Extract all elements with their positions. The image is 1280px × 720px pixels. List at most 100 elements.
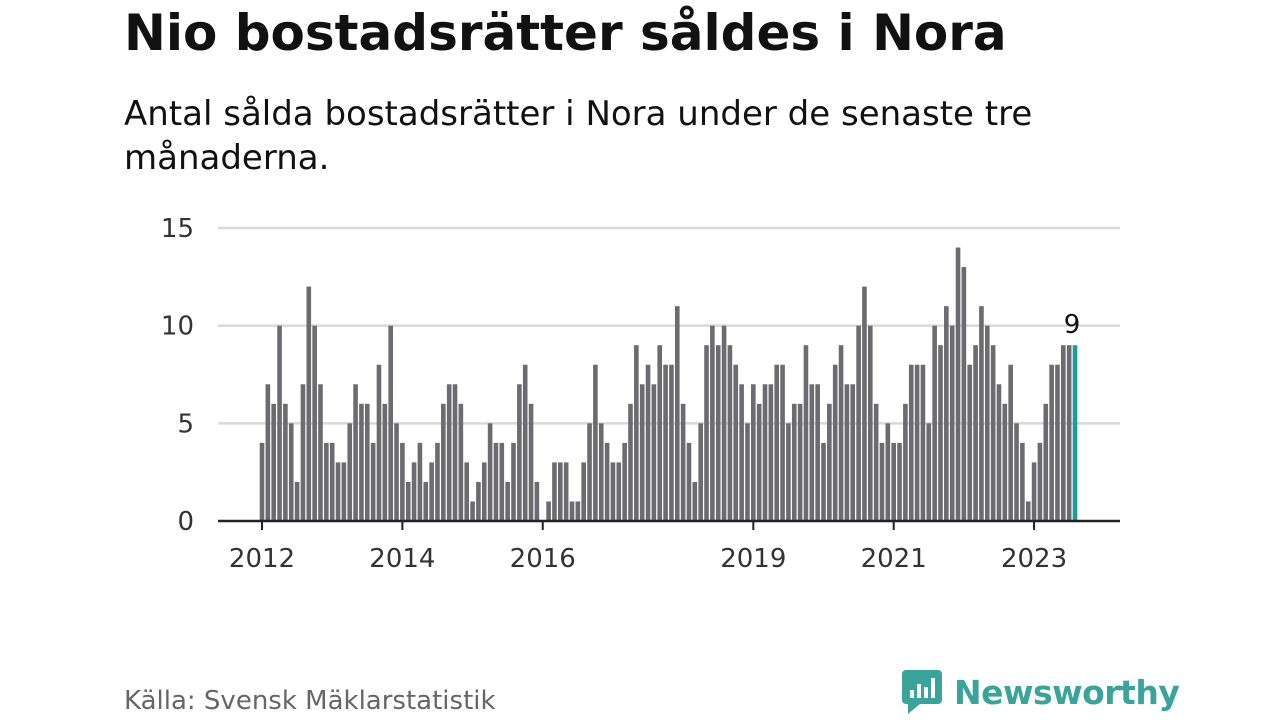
bar — [938, 345, 943, 521]
bar — [891, 442, 896, 521]
bar — [277, 325, 282, 521]
bar — [914, 364, 920, 521]
bar — [376, 364, 382, 521]
bar — [1049, 364, 1054, 521]
bar — [856, 325, 861, 521]
bar — [908, 364, 914, 521]
x-tick-label: 2021 — [861, 544, 927, 574]
bar — [493, 442, 499, 521]
bar — [1055, 364, 1060, 521]
bar — [926, 423, 932, 521]
bar — [715, 345, 721, 521]
bar — [1020, 442, 1025, 521]
bar — [657, 345, 663, 521]
bar — [470, 501, 475, 521]
bar — [271, 403, 276, 521]
bar — [710, 325, 715, 521]
bar — [1037, 442, 1043, 521]
bar — [704, 345, 709, 521]
bar — [932, 325, 937, 521]
bar — [552, 462, 557, 521]
bar — [511, 442, 516, 521]
bar — [405, 481, 411, 521]
bar — [756, 403, 762, 521]
bar — [324, 442, 329, 521]
bar — [727, 345, 733, 521]
bar — [528, 403, 534, 521]
bar — [751, 384, 756, 521]
bar — [487, 423, 493, 521]
bar — [832, 364, 838, 521]
bar — [949, 325, 955, 521]
bar — [581, 462, 586, 521]
bar — [844, 384, 850, 521]
bar — [920, 364, 926, 521]
bar — [534, 481, 540, 521]
bar — [347, 423, 353, 521]
bar — [674, 306, 680, 521]
bar — [967, 364, 973, 521]
bar — [1002, 403, 1008, 521]
bar — [441, 403, 446, 521]
x-tick-label: 2019 — [720, 544, 786, 574]
bar — [1066, 345, 1072, 521]
bar — [879, 442, 885, 521]
bar — [435, 442, 440, 521]
bar — [446, 384, 452, 521]
bar — [815, 384, 820, 521]
x-tick-label: 2012 — [229, 544, 295, 574]
bar — [903, 403, 908, 521]
bar — [604, 442, 610, 521]
bar — [259, 442, 265, 521]
bar — [1014, 423, 1019, 521]
bar — [300, 384, 306, 521]
bar — [955, 247, 961, 521]
bar — [616, 462, 622, 521]
bar — [1025, 501, 1031, 521]
bar — [563, 462, 569, 521]
bar — [417, 442, 423, 521]
brand-name: Newsworthy — [954, 672, 1180, 712]
bar — [294, 481, 300, 521]
bar — [669, 364, 674, 521]
brand-logo: Newsworthy — [902, 670, 1180, 714]
bar — [868, 325, 873, 521]
bar — [780, 364, 785, 521]
bar — [651, 384, 657, 521]
bar — [265, 384, 271, 521]
bar — [382, 403, 388, 521]
bar — [1061, 345, 1066, 521]
bar — [862, 286, 867, 521]
bar — [476, 481, 481, 521]
bar — [335, 462, 341, 521]
bar — [1008, 364, 1013, 521]
bars — [259, 247, 1078, 521]
bar — [458, 403, 464, 521]
bar — [797, 403, 803, 521]
bar — [400, 442, 405, 521]
x-axis-ticks: 2012 2014 2016 2019 2021 2023 — [229, 521, 1067, 574]
x-tick-label: 2014 — [369, 544, 435, 574]
bar-latest — [1072, 345, 1078, 521]
bar — [622, 442, 627, 521]
bar — [546, 501, 551, 521]
bar — [850, 384, 856, 521]
newsworthy-logo-icon — [902, 670, 942, 714]
x-tick-label: 2016 — [510, 544, 576, 574]
bar — [388, 325, 393, 521]
bar — [838, 345, 844, 521]
bar — [686, 442, 692, 521]
chart-title: Nio bostadsrätter såldes i Nora — [124, 4, 1007, 62]
bar — [821, 442, 826, 521]
y-tick-label: 15 — [161, 214, 194, 244]
y-axis-ticks: 0 5 10 15 — [161, 214, 194, 537]
bar — [429, 462, 434, 521]
bar — [768, 384, 774, 521]
bar — [593, 364, 598, 521]
bar — [481, 462, 487, 521]
bar — [692, 481, 698, 521]
bar — [283, 403, 288, 521]
bar — [774, 364, 780, 521]
bar — [639, 384, 645, 521]
bar — [1031, 462, 1037, 521]
